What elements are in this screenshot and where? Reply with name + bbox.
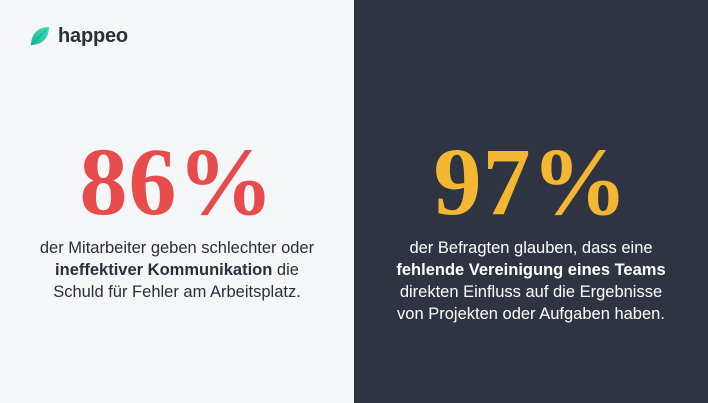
happeo-logo[interactable]: happeo bbox=[28, 24, 128, 48]
left-desc-line-3: Schuld für Fehler am Arbeitsplatz. bbox=[53, 283, 301, 301]
happeo-leaf-icon bbox=[30, 27, 49, 46]
right-desc-line-2: fehlende Vereinigung eines Teams bbox=[374, 259, 688, 281]
left-desc-line-2-rest: die bbox=[272, 261, 299, 279]
left-desc-line-1: der Mitarbeiter geben schlechter oder bbox=[39, 239, 315, 257]
stat-97-percent: 97% bbox=[433, 128, 629, 235]
right-panel: 97% der Befragten glauben, dass eine feh… bbox=[354, 0, 708, 403]
left-panel: happeo 86% der Mitarbeiter geben schlech… bbox=[20, 24, 334, 303]
stat-86-percent: 86% bbox=[79, 128, 275, 235]
right-description: der Befragten glauben, dass eine fehlend… bbox=[374, 237, 688, 325]
brand-name: happeo bbox=[58, 24, 128, 47]
right-desc-line-3: direkten Einfluss auf die Ergebnisse bbox=[399, 283, 663, 301]
left-desc-bold: ineffektiver Kommunikation bbox=[55, 261, 273, 279]
right-desc-bold: fehlende Vereinigung eines Teams bbox=[396, 261, 666, 279]
right-desc-line-4: von Projekten oder Aufgaben haben. bbox=[397, 305, 665, 323]
left-desc-line-2: ineffektiver Kommunikation die bbox=[20, 259, 334, 281]
left-description: der Mitarbeiter geben schlechter oder in… bbox=[20, 237, 334, 303]
right-desc-line-1: der Befragten glauben, dass eine bbox=[409, 239, 653, 257]
